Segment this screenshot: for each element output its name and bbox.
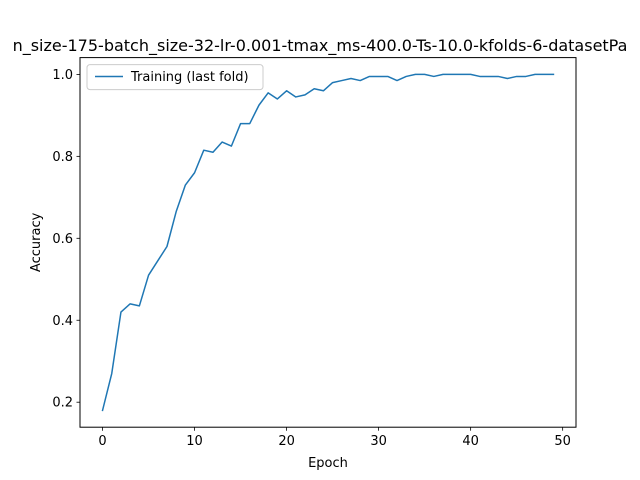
series-line-0 [101, 73, 555, 412]
x-tick-label: 0 [98, 434, 106, 449]
x-tick-label: 50 [554, 434, 571, 449]
y-tick-label: 0.4 [52, 314, 73, 329]
y-tick-label: 0.8 [52, 150, 73, 165]
plot-frame [79, 57, 577, 428]
legend-entry-training: Training (last fold) [130, 70, 249, 85]
legend: Training (last fold) [86, 64, 264, 91]
y-tick-label: 0.2 [52, 396, 73, 411]
y-tick-label: 0.6 [52, 232, 73, 247]
x-tick-label: 30 [370, 434, 387, 449]
y-tick-label: 1.0 [52, 68, 73, 83]
x-tick-label: 40 [462, 434, 479, 449]
x-tick-label: 10 [186, 434, 203, 449]
chart-title: n_size-175-batch_size-32-lr-0.001-tmax_m… [13, 36, 628, 56]
legend-box [86, 64, 264, 91]
x-axis-label: Epoch [308, 456, 348, 471]
x-tick-label: 20 [278, 434, 295, 449]
y-axis-label: Accuracy [29, 212, 44, 272]
